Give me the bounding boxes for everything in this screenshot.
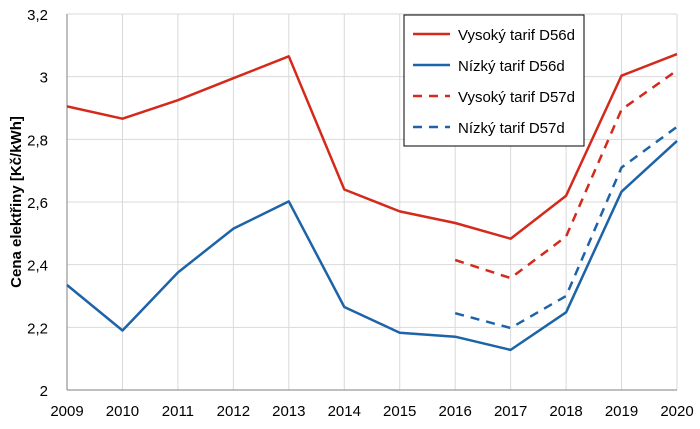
x-tick-label: 2019 (605, 403, 638, 420)
legend-label: Nízký tarif D56d (458, 58, 565, 75)
y-tick-label: 3,2 (27, 7, 48, 24)
series-line (66, 52, 678, 240)
x-tick-label: 2017 (494, 403, 527, 420)
axes (66, 14, 677, 391)
y-tick-label: 2 (40, 383, 48, 400)
y-tick-label: 2,4 (27, 258, 48, 275)
legend-label: Nízký tarif D57d (458, 120, 565, 137)
series-line (66, 139, 678, 352)
series-line (454, 69, 678, 280)
x-tick-label: 2009 (50, 403, 83, 420)
legend-box (403, 14, 585, 147)
legend: Vysoký tarif D56d Nízký tarif D56d Vysoký … (403, 14, 585, 147)
x-tick-label: 2016 (438, 403, 471, 420)
y-tick-label: 3 (40, 70, 48, 87)
grid (66, 13, 678, 391)
x-tick-label: 2010 (106, 403, 139, 420)
y-tick-label: 2,8 (27, 132, 48, 149)
series-line (454, 125, 678, 330)
y-tick-label: 2,6 (27, 195, 48, 212)
x-tick-label: 2015 (383, 403, 416, 420)
x-tick-label: 2020 (660, 403, 693, 420)
tick-labels: 2 2,2 2,4 2,6 2,8 3 3,2 2009 2010 2011 2012 2013 201… (27, 7, 694, 420)
x-tick-label: 2011 (162, 403, 194, 420)
series-lines (66, 52, 678, 352)
y-axis-label: Cena elektřiny [Kč/kWh] (8, 116, 25, 288)
x-tick-label: 2018 (549, 403, 582, 420)
x-tick-label: 2013 (272, 403, 305, 420)
y-tick-label: 2,2 (27, 320, 48, 337)
x-tick-label: 2012 (217, 403, 250, 420)
x-tick-label: 2014 (328, 403, 361, 420)
legend-label: Vysoký tarif D56d (458, 27, 575, 44)
legend-label: Vysoký tarif D57d (458, 89, 575, 106)
